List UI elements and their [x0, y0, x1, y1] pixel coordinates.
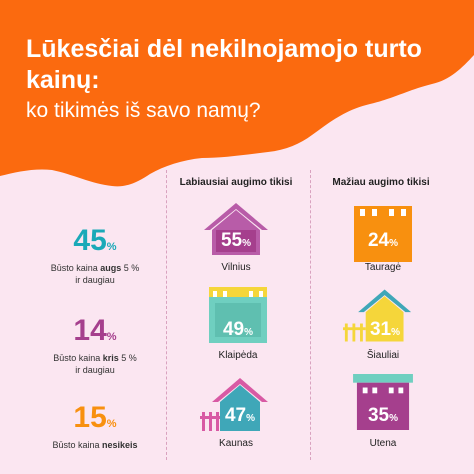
house-with-fence-icon	[200, 378, 268, 431]
header-background	[0, 0, 474, 187]
building-icon	[209, 287, 267, 343]
column-heading-most: Labiausiai augimo tikisi	[179, 177, 293, 188]
kaunas-percent: 47%	[224, 405, 256, 426]
utena-percent: 35%	[367, 405, 399, 426]
city-kaunas: Kaunas	[219, 438, 253, 449]
building-icon	[354, 206, 412, 262]
stat-unchanged: 15% Būsto kaina nesikeis	[20, 403, 170, 451]
stat-decrease-value: 14%	[73, 314, 117, 347]
city-siauliai: Šiauliai	[366, 350, 400, 361]
city-klaipeda: Klaipėda	[218, 350, 258, 361]
building-icon	[353, 374, 413, 430]
divider-left	[166, 170, 167, 460]
page-title: Lūkesčiai dėl nekilnojamojo turto kainų:	[26, 35, 422, 94]
stat-increase: 45% Būsto kaina augs 5 % ir daugiau	[20, 226, 170, 286]
city-utena: Utena	[369, 438, 397, 449]
klaipeda-percent: 49%	[222, 319, 254, 340]
stat-decrease: 14% Būsto kaina kris 5 % ir daugiau	[20, 316, 170, 376]
vilnius-percent: 55%	[220, 230, 252, 251]
stat-unchanged-value: 15%	[73, 401, 117, 434]
city-taurage: Tauragė	[364, 262, 402, 273]
stat-increase-value: 45%	[73, 224, 117, 257]
siauliai-percent: 31%	[369, 319, 401, 340]
divider-right	[310, 170, 311, 460]
house-icon	[204, 203, 268, 255]
city-vilnius: Vilnius	[221, 262, 251, 273]
house-with-fence-icon	[343, 289, 412, 342]
taurage-percent: 24%	[367, 230, 399, 251]
page-subtitle: ko tikimės iš savo namų?	[26, 99, 261, 122]
column-heading-least: Mažiau augimo tikisi	[332, 177, 430, 188]
